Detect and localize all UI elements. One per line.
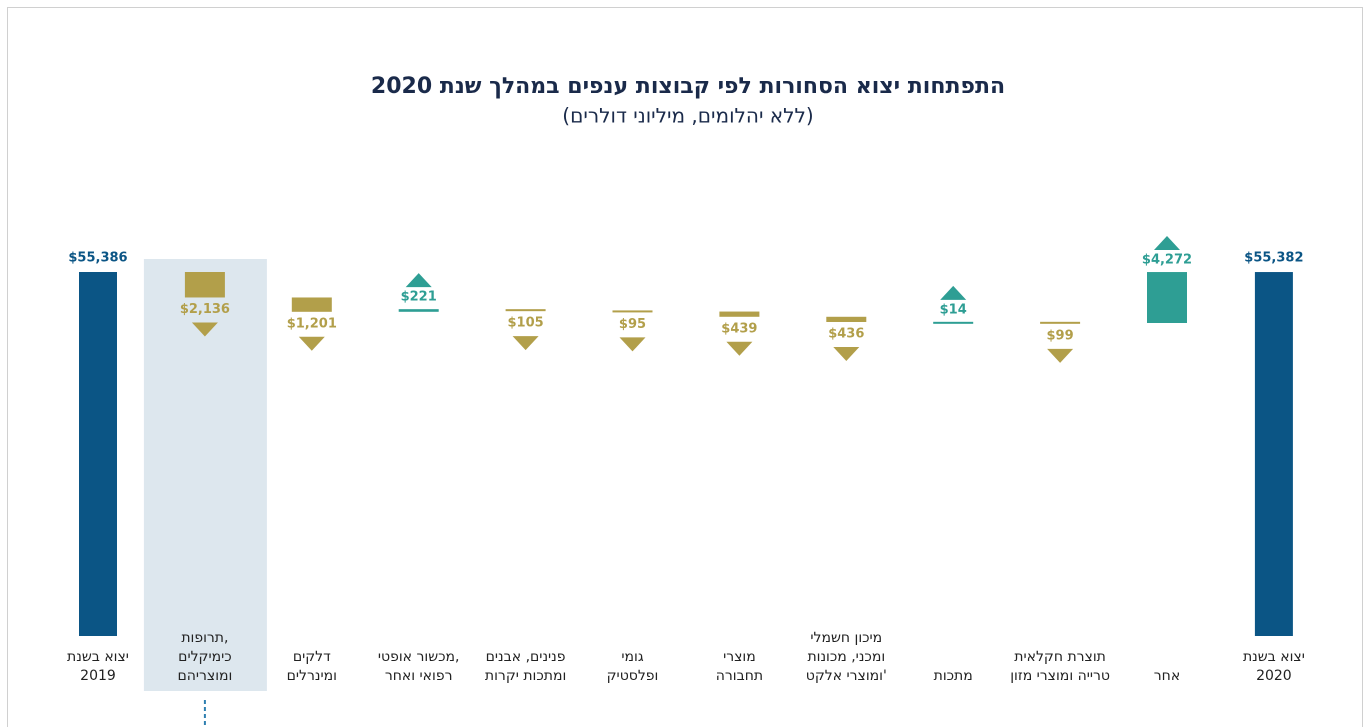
decrease-bar xyxy=(612,310,653,313)
value-label: $14 xyxy=(940,302,967,317)
category-label: תחבורה xyxy=(716,668,763,684)
up-arrow xyxy=(1154,236,1180,251)
decrease-bar xyxy=(184,272,225,298)
category-label: תוצרת חקלאית xyxy=(1014,649,1106,665)
down-arrow xyxy=(298,336,325,351)
down-arrow xyxy=(1047,348,1074,363)
category-label: גומי xyxy=(621,649,643,665)
up-arrow xyxy=(405,273,432,288)
total-bar xyxy=(79,272,117,636)
category-label: מכשור אופטי, xyxy=(378,649,460,665)
category-label: 2020 xyxy=(1256,668,1292,684)
category-label: יצוא בשנת xyxy=(1243,649,1305,665)
up-arrow xyxy=(940,285,967,300)
frame xyxy=(7,7,1363,727)
value-label: $221 xyxy=(401,290,437,305)
total-bar xyxy=(1254,272,1293,636)
increase-bar xyxy=(398,309,439,312)
category-label: מוצרי xyxy=(723,649,756,665)
decrease-bar xyxy=(291,297,332,312)
value-label: $2,136 xyxy=(180,302,230,317)
category-label: אחר xyxy=(1154,668,1180,684)
increase-bar xyxy=(933,321,974,324)
down-arrow xyxy=(191,322,218,337)
decrease-bar xyxy=(505,309,546,312)
value-label: $439 xyxy=(721,321,757,336)
down-arrow xyxy=(833,346,860,361)
decrease-bar xyxy=(1040,321,1081,324)
decrease-bar xyxy=(826,316,867,322)
category-label: ומוצריהם xyxy=(177,668,232,684)
value-label: $436 xyxy=(828,326,864,341)
category-label: מתכות xyxy=(934,668,973,684)
down-arrow xyxy=(619,337,646,352)
value-label: $55,382 xyxy=(1244,251,1303,266)
category-label: יצוא בשנת xyxy=(67,649,129,665)
value-label: $4,272 xyxy=(1142,253,1192,268)
value-label: $99 xyxy=(1047,328,1074,343)
category-label: דלקים xyxy=(293,649,331,665)
value-label: $95 xyxy=(619,317,646,332)
decrease-bar xyxy=(719,311,760,317)
value-label: $105 xyxy=(508,316,544,331)
value-label: $55,386 xyxy=(68,251,127,266)
category-label: טרייה ומוצרי מזון xyxy=(1010,668,1110,684)
category-label: תרופות, xyxy=(181,630,228,646)
category-label: ומתכות יקרות xyxy=(485,668,566,684)
increase-bar xyxy=(1147,272,1187,323)
category-label: רפואי ואחר xyxy=(385,668,453,684)
down-arrow xyxy=(726,341,753,356)
category-label: ומכני, מכונות xyxy=(807,649,885,665)
category-label: 2019 xyxy=(80,668,116,684)
category-label: ומוצרי אלקט' xyxy=(806,668,887,684)
category-label: מיכון חשמלי xyxy=(810,630,882,646)
category-label: כימיקלים xyxy=(178,649,231,665)
chart-title: התפתחות יצוא הסחורות לפי קבוצות ענפים במ… xyxy=(371,74,1005,99)
category-label: פנינים, אבנים xyxy=(486,649,566,665)
down-arrow xyxy=(512,336,539,351)
value-label: $1,201 xyxy=(287,316,337,331)
category-label: ופלסטיק xyxy=(607,668,659,684)
chart-subtitle: (ללא יהלומים, מיליוני דולרים) xyxy=(562,104,813,128)
category-label: ומינרלים xyxy=(287,668,337,684)
